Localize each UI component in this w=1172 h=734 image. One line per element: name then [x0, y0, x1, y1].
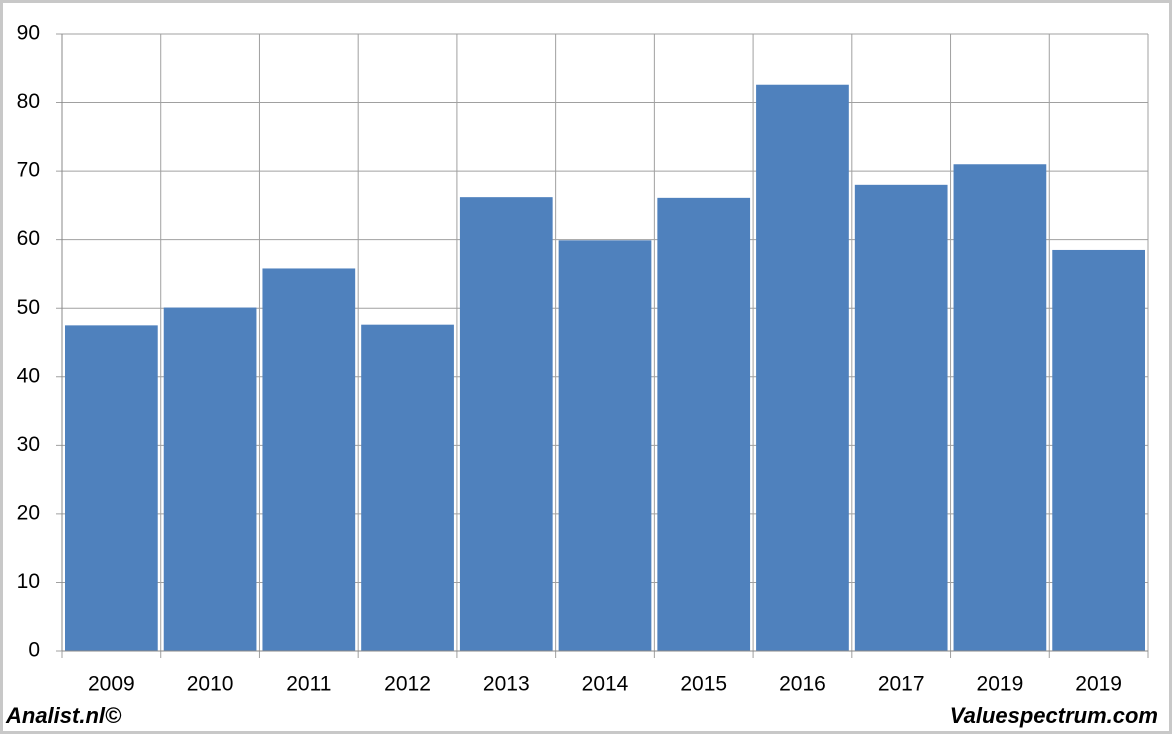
bar [558, 240, 652, 651]
footer-left: Analist.nl© [5, 703, 122, 728]
x-tick-label: 2012 [384, 673, 431, 696]
y-tick-label: 40 [17, 364, 40, 387]
y-tick-label: 80 [17, 90, 40, 113]
x-tick-label: 2017 [878, 673, 925, 696]
bar [953, 164, 1047, 651]
x-tick-label: 2015 [680, 673, 727, 696]
bar [854, 184, 948, 652]
x-tick-label: 2014 [582, 673, 629, 696]
y-tick-label: 90 [17, 22, 40, 45]
bar [163, 307, 257, 651]
bar [361, 324, 454, 651]
x-tick-label: 2010 [187, 673, 234, 696]
y-tick-label: 0 [28, 639, 40, 662]
y-tick-label: 60 [17, 227, 40, 250]
y-tick-label: 30 [17, 433, 40, 456]
x-tick-label: 2009 [88, 673, 135, 696]
x-tick-label: 2019 [977, 673, 1024, 696]
bar [1052, 249, 1145, 651]
y-tick-label: 20 [17, 501, 40, 524]
bar [459, 197, 553, 651]
x-tick-label: 2011 [286, 673, 331, 696]
bar [262, 268, 356, 651]
bar [756, 84, 849, 652]
x-tick-label: 2016 [779, 673, 826, 696]
y-tick-label: 50 [17, 296, 40, 319]
y-tick-label: 10 [17, 570, 40, 593]
x-tick-label: 2013 [483, 673, 530, 696]
y-tick-label: 70 [17, 159, 40, 182]
x-tick-label: 2019 [1075, 673, 1122, 696]
bar [65, 325, 158, 651]
footer-right: Valuespectrum.com [950, 703, 1158, 728]
bar [657, 197, 751, 651]
